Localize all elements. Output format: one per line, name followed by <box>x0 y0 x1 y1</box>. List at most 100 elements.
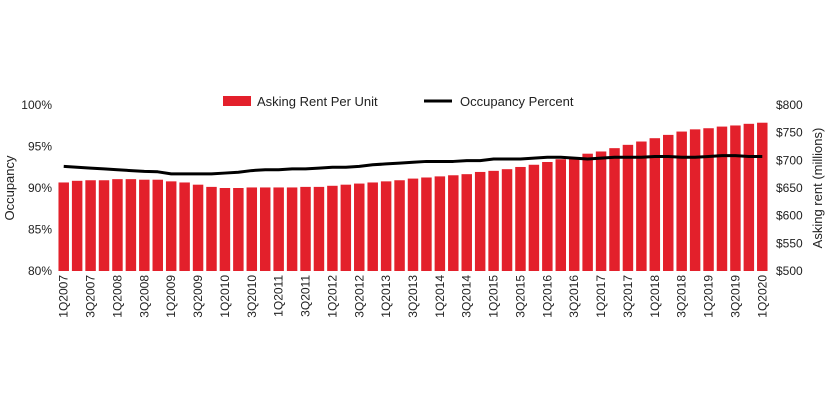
x-tick-label: 1Q2015 <box>487 275 501 318</box>
bar-1Q2018 <box>649 138 661 271</box>
y-left-tick-label: 85% <box>28 223 52 237</box>
bar-1Q2012 <box>327 185 338 271</box>
x-tick-label: 1Q2011 <box>272 275 286 317</box>
x-tick-label: 1Q2016 <box>540 275 554 318</box>
legend-label-occupancy: Occupancy Percent <box>460 94 574 109</box>
x-tick-label: 1Q2009 <box>164 275 178 318</box>
bar-3Q2011 <box>300 186 311 271</box>
bar-1Q2007 <box>58 182 69 271</box>
bar-4Q2009 <box>206 186 217 271</box>
bar-3Q2017 <box>622 144 634 271</box>
bar-3Q2016 <box>568 157 580 271</box>
x-tick-label: 3Q2015 <box>513 275 527 318</box>
y-axis-right-title: Asking rent (millions) <box>810 128 825 249</box>
x-tick-label: 1Q2012 <box>325 275 339 318</box>
bar-4Q2011 <box>313 186 325 271</box>
x-tick-label: 3Q2016 <box>567 275 581 318</box>
bar-2Q2008 <box>125 179 137 271</box>
bar-3Q2009 <box>192 184 204 271</box>
x-tick-label: 3Q2017 <box>621 275 635 318</box>
y-right-tick-label: $600 <box>776 209 803 223</box>
bar-2Q2010 <box>233 188 244 271</box>
bar-4Q2007 <box>98 180 110 271</box>
bar-4Q2015 <box>528 164 540 271</box>
bar-1Q2015 <box>488 170 499 271</box>
line-series-occupancy <box>63 154 763 176</box>
bar-1Q2011 <box>273 187 284 271</box>
y-right-tick-label: $500 <box>776 264 803 278</box>
x-tick-label: 1Q2013 <box>379 275 393 318</box>
y-axis-left-title: Occupancy <box>2 155 17 221</box>
bar-3Q2013 <box>407 178 419 271</box>
bar-3Q2018 <box>676 131 687 271</box>
x-tick-label: 1Q2017 <box>594 275 608 318</box>
bar-3Q2014 <box>461 174 472 271</box>
bar-3Q2010 <box>246 187 258 271</box>
bar-2Q2017 <box>609 148 620 271</box>
x-tick-label: 3Q2018 <box>675 275 689 318</box>
bar-4Q2013 <box>421 177 432 271</box>
legend-swatch-asking-rent <box>223 96 251 106</box>
bar-2Q2014 <box>448 175 459 271</box>
bar-2Q2007 <box>71 180 83 271</box>
bar-4Q2008 <box>152 179 163 271</box>
bar-2Q2016 <box>555 159 567 271</box>
x-tick-label: 1Q2007 <box>57 275 71 318</box>
x-tick-label: 1Q2019 <box>702 275 716 318</box>
x-tick-label: 3Q2012 <box>352 275 366 318</box>
bar-1Q2016 <box>542 161 553 271</box>
x-tick-label: 3Q2009 <box>191 275 205 318</box>
bar-2Q2011 <box>286 187 298 271</box>
bar-1Q2008 <box>112 179 123 271</box>
y-right-tick-label: $650 <box>776 181 803 195</box>
bar-1Q2017 <box>595 151 607 271</box>
x-tick-label: 1Q2008 <box>110 275 124 318</box>
bar-1Q2010 <box>219 188 231 271</box>
bar-1Q2019 <box>703 128 714 271</box>
bar-2Q2018 <box>663 134 674 271</box>
y-axis-right: $500 $550 $600 $650 $700 $750 $800 <box>776 98 803 278</box>
x-tick-label: 1Q2018 <box>648 275 662 318</box>
bar-1Q2009 <box>165 181 177 271</box>
bar-3Q2007 <box>85 180 96 271</box>
x-tick-label: 3Q2011 <box>299 275 313 317</box>
x-tick-label: 1Q2010 <box>218 275 232 318</box>
bar-2Q2012 <box>340 184 352 271</box>
y-left-tick-label: 100% <box>21 98 52 112</box>
bar-1Q2013 <box>380 181 392 271</box>
x-tick-label: 1Q2020 <box>755 275 769 318</box>
y-left-tick-label: 95% <box>28 140 52 154</box>
x-axis: 1Q2007 3Q2007 1Q2008 3Q2008 1Q2009 3Q2009 1Q20… <box>57 275 770 318</box>
bar-2Q2015 <box>501 169 513 271</box>
y-right-tick-label: $800 <box>776 98 803 112</box>
y-right-tick-label: $700 <box>776 153 803 167</box>
x-tick-label: 3Q2019 <box>728 275 742 318</box>
x-tick-label: 1Q2014 <box>433 275 447 318</box>
y-left-tick-label: 80% <box>28 264 52 278</box>
bar-1Q2020 <box>757 122 768 272</box>
y-right-tick-label: $750 <box>776 126 803 140</box>
x-tick-label: 3Q2008 <box>137 275 151 318</box>
bar-series-asking-rent <box>58 122 768 272</box>
bar-3Q2019 <box>730 125 741 271</box>
bar-3Q2012 <box>354 183 365 271</box>
x-tick-label: 3Q2013 <box>406 275 420 318</box>
bar-4Q2016 <box>582 153 593 271</box>
bar-4Q2012 <box>367 182 378 271</box>
y-left-tick-label: 90% <box>28 181 52 195</box>
y-axis-left: 80% 85% 90% 95% 100% <box>21 98 52 278</box>
bar-2Q2009 <box>179 182 190 271</box>
bar-4Q2010 <box>259 187 271 271</box>
bar-4Q2017 <box>636 141 647 271</box>
bar-4Q2014 <box>474 171 486 271</box>
legend: Asking Rent Per Unit Occupancy Percent <box>223 94 574 109</box>
bar-2Q2019 <box>716 126 728 271</box>
bar-1Q2014 <box>434 176 446 271</box>
legend-label-asking-rent: Asking Rent Per Unit <box>257 94 378 109</box>
bar-4Q2019 <box>743 123 755 271</box>
x-tick-label: 3Q2007 <box>84 275 98 318</box>
bar-2Q2013 <box>394 180 405 271</box>
y-right-tick-label: $550 <box>776 236 803 250</box>
x-tick-label: 3Q2010 <box>245 275 259 318</box>
bar-4Q2018 <box>689 129 701 271</box>
